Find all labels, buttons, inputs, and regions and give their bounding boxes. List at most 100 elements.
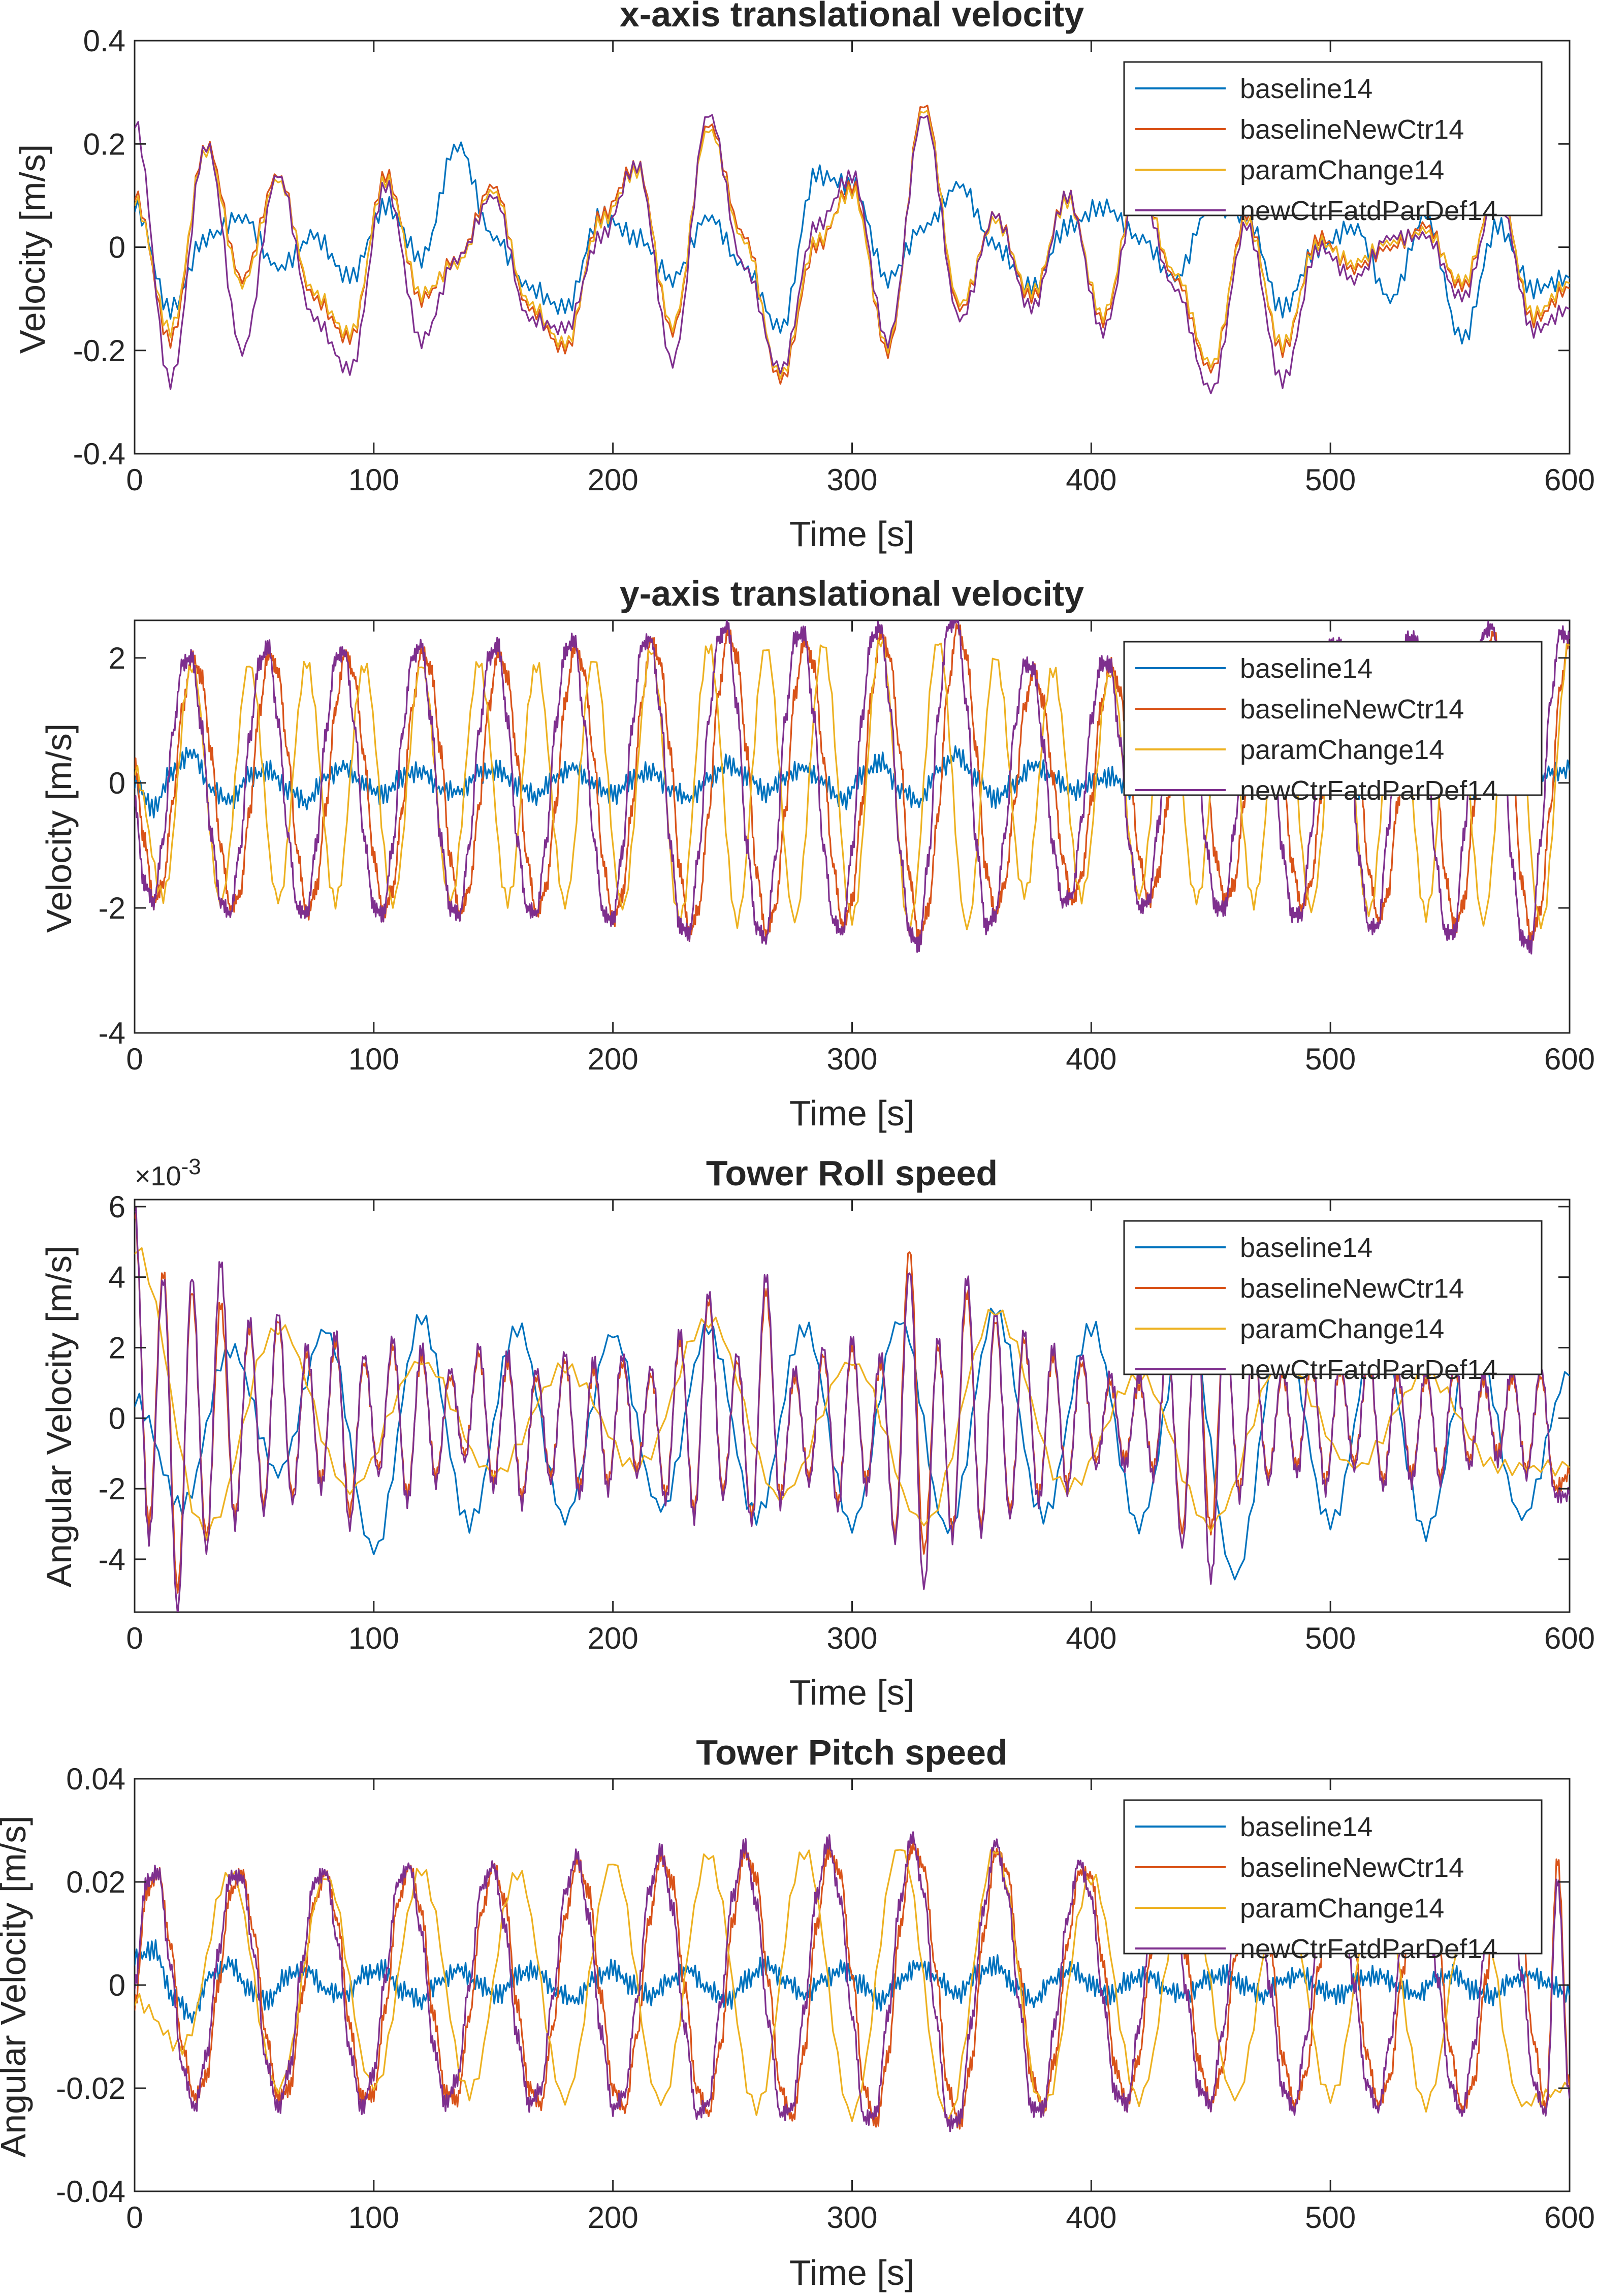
y-axis-exponent-power: -3 — [181, 1154, 201, 1179]
y-axis-exponent-base: ×10 — [135, 1161, 181, 1191]
legend: baseline14 baselineNewCtr14 paramChange14 n… — [1123, 61, 1543, 226]
x-tick-label: 500 — [1305, 1042, 1356, 1076]
series-group — [135, 105, 1570, 395]
y-tick-label: -2 — [99, 891, 125, 925]
y-tick-label: 0.2 — [83, 127, 125, 161]
chart-title: y-axis translational velocity — [620, 574, 1084, 613]
legend-label: paramChange14 — [1240, 735, 1444, 765]
x-tick-label: 0 — [126, 1621, 143, 1655]
x-axis-label: Time [s] — [789, 1093, 914, 1133]
y-tick-label: -2 — [99, 1472, 125, 1506]
x-axis-label: Time [s] — [789, 1673, 914, 1712]
y-tick-label: 0.02 — [66, 1865, 125, 1899]
x-tick-label: 0 — [126, 463, 143, 497]
x-tick-label: 100 — [348, 1042, 399, 1076]
y-tick-label: -0.02 — [56, 2071, 125, 2105]
x-tick-label: 200 — [588, 1621, 638, 1655]
y-tick-label: 0.4 — [83, 24, 125, 58]
x-tick-label: 200 — [588, 1042, 638, 1076]
x-tick-label: 600 — [1544, 1042, 1595, 1076]
plot-area: 0 100 200 300 400 500 600 -4 -2 0 2 baseline14basel… — [99, 619, 1595, 1076]
legend-label: baseline14 — [1240, 74, 1372, 104]
legend: baseline14 baselineNewCtr14 paramChange14 n… — [1123, 1220, 1543, 1385]
x-tick-label: 600 — [1544, 463, 1595, 497]
x-tick-label: 0 — [126, 2200, 143, 2235]
legend-label: paramChange14 — [1240, 1314, 1444, 1344]
y-axis-exponent: ×10-3 — [135, 1154, 201, 1191]
legend-label: baseline14 — [1240, 1812, 1372, 1842]
legend-label: newCtrFatdParDef14 — [1240, 1355, 1497, 1385]
y-tick-label: 6 — [109, 1190, 125, 1224]
panel-tower-pitch: Tower Pitch speed Angular Velocity [m/s]… — [0, 1733, 1595, 2292]
x-tick-label: 500 — [1305, 463, 1356, 497]
x-tick-label: 300 — [826, 1042, 877, 1076]
legend-label: paramChange14 — [1240, 155, 1444, 185]
series-line-paramChange14 — [135, 1247, 1570, 1540]
panel-tower-roll: Tower Roll speed Angular Velocity [m/s] … — [39, 1153, 1595, 1712]
x-axis-label: Time [s] — [789, 514, 914, 554]
series-line-paramChange14 — [135, 109, 1570, 380]
x-tick-label: 600 — [1544, 2200, 1595, 2235]
ticks: 0 100 200 300 400 500 600 -0.4 -0.2 0 0.2 0.4 — [73, 24, 1595, 497]
x-tick-label: 400 — [1066, 1621, 1116, 1655]
x-tick-label: 400 — [1066, 1042, 1116, 1076]
y-tick-label: -4 — [99, 1016, 125, 1050]
x-tick-label: 200 — [588, 2200, 638, 2235]
legend-label: baselineNewCtr14 — [1240, 114, 1464, 145]
x-axis-label: Time [s] — [789, 2253, 914, 2292]
plot-area: 0 100 200 300 400 500 600 -0.04 -0.02 0 0.02 0.04 ba… — [56, 1762, 1595, 2235]
y-tick-label: 0 — [109, 1968, 125, 2002]
series-line-newCtrFatdParDef14 — [135, 114, 1570, 395]
y-axis-label: Velocity [m/s] — [39, 724, 79, 933]
y-tick-label: -0.2 — [73, 334, 125, 368]
legend-label: baseline14 — [1240, 653, 1372, 684]
ticks: 0 100 200 300 400 500 600 -4 -2 0 2 — [99, 620, 1595, 1076]
legend-label: baselineNewCtr14 — [1240, 1273, 1464, 1304]
x-tick-label: 500 — [1305, 1621, 1356, 1655]
y-tick-label: 0.04 — [66, 1762, 125, 1796]
x-tick-label: 400 — [1066, 2200, 1116, 2235]
legend-label: newCtrFatdParDef14 — [1240, 196, 1497, 226]
y-tick-label: 2 — [109, 1331, 125, 1365]
legend: baseline14 baselineNewCtr14 paramChange14 n… — [1123, 1799, 1543, 1964]
x-tick-label: 300 — [826, 2200, 877, 2235]
chart-title: Tower Roll speed — [706, 1153, 998, 1193]
panel-y-velocity: y-axis translational velocity Velocity [… — [39, 574, 1595, 1133]
chart-title: Tower Pitch speed — [696, 1733, 1007, 1772]
y-tick-label: 2 — [109, 641, 125, 675]
y-tick-label: -4 — [99, 1543, 125, 1577]
y-axis-label: Angular Velocity [m/s] — [0, 1815, 33, 2157]
y-tick-label: 0 — [109, 231, 125, 265]
x-tick-label: 0 — [126, 1042, 143, 1076]
x-tick-label: 600 — [1544, 1621, 1595, 1655]
y-axis-label: Velocity [m/s] — [13, 144, 52, 354]
x-tick-label: 100 — [348, 1621, 399, 1655]
x-tick-label: 500 — [1305, 2200, 1356, 2235]
legend-label: newCtrFatdParDef14 — [1240, 1934, 1497, 1964]
y-tick-label: 0 — [109, 1401, 125, 1435]
legend: baseline14 baselineNewCtr14 paramChange14 n… — [1123, 641, 1543, 806]
x-tick-label: 300 — [826, 1621, 877, 1655]
y-tick-label: 0 — [109, 766, 125, 800]
y-tick-label: -0.4 — [73, 437, 125, 471]
legend-label: baseline14 — [1240, 1233, 1372, 1263]
series-line-baseline14 — [135, 1307, 1570, 1581]
ticks: 0 100 200 300 400 500 600 -4 -2 0 2 4 6 — [99, 1190, 1595, 1655]
series-line-paramChange14 — [135, 1849, 1570, 2122]
y-axis-label: Angular Velocity [m/s] — [39, 1245, 79, 1587]
legend-label: newCtrFatdParDef14 — [1240, 775, 1497, 806]
legend-label: baselineNewCtr14 — [1240, 1852, 1464, 1883]
y-tick-label: -0.04 — [56, 2175, 125, 2209]
x-tick-label: 100 — [348, 463, 399, 497]
chart-title: x-axis translational velocity — [620, 0, 1084, 34]
x-tick-label: 300 — [826, 463, 877, 497]
x-tick-label: 200 — [588, 463, 638, 497]
y-tick-label: 4 — [109, 1261, 125, 1295]
x-tick-label: 100 — [348, 2200, 399, 2235]
x-tick-label: 400 — [1066, 463, 1116, 497]
series-line-newCtrFatdParDef14 — [135, 1206, 1570, 1612]
plot-area: 0 100 200 300 400 500 600-4-20246baseline14bas… — [99, 1190, 1595, 1655]
plot-area: 0 100 200 300 400 500 600 -0.4 -0.2 0 0.2 0.4 baseli… — [73, 24, 1595, 497]
series-group — [135, 1206, 1570, 1612]
